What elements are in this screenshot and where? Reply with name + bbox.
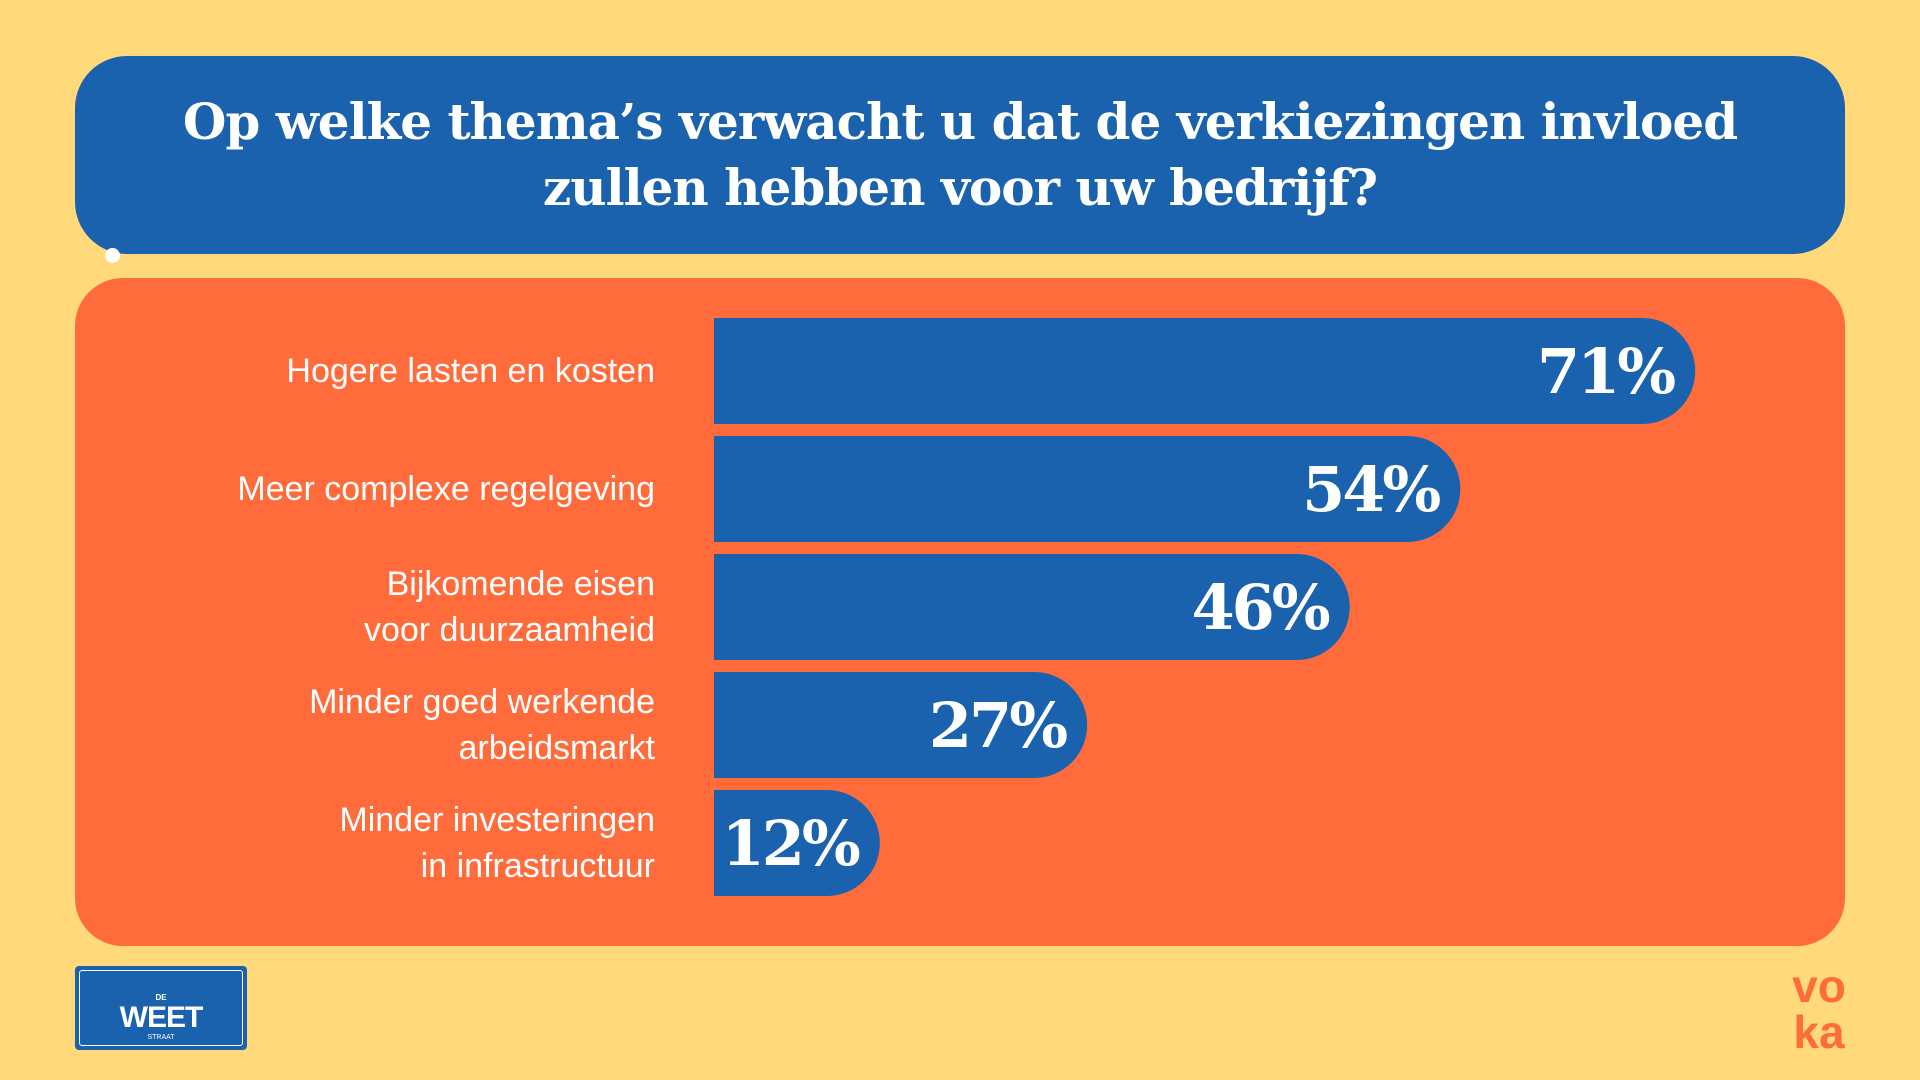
category-label-0: Hogere lasten en kosten	[286, 348, 655, 394]
bar-0	[714, 318, 1696, 424]
bar-value-label-4: 12%	[722, 807, 860, 880]
category-label-line: Hogere lasten en kosten	[286, 352, 655, 390]
chart-title-line-2: zullen hebben voor uw bedrijf?	[542, 158, 1378, 217]
voka-logo: vo ka	[1792, 962, 1846, 1052]
bar-value-label-1: 54%	[1302, 453, 1440, 526]
speech-bubble-dot	[105, 248, 120, 263]
bar-2	[714, 554, 1350, 660]
weet-logo-word: WEET	[119, 1001, 204, 1034]
category-label-2: Bijkomende eisen voor duurzaamheid	[364, 561, 655, 653]
category-label-line: Minder goed werkende	[309, 683, 655, 721]
bar-1	[714, 436, 1461, 542]
chart-title-line-1: Op welke thema’s verwacht u dat de verki…	[182, 92, 1738, 151]
voka-logo-line-1: vo	[1792, 962, 1846, 1012]
category-label-line: Minder investeringen	[339, 801, 655, 839]
de-weet-straat-logo: DE WEET STRAAT	[75, 966, 247, 1050]
category-label-line: in infrastructuur	[420, 847, 655, 885]
weet-logo-straat: STRAAT	[147, 1034, 175, 1041]
category-label-line: Meer complexe regelgeving	[237, 470, 655, 508]
chart-panel: Hogere lasten en kosten Meer complexe reg…	[75, 278, 1845, 946]
category-label-3: Minder goed werkende arbeidsmarkt	[309, 679, 655, 771]
bar-3	[714, 672, 1088, 778]
category-labels: Hogere lasten en kosten Meer complexe reg…	[75, 278, 655, 946]
title-box: Op welke thema’s verwacht u dat de verki…	[75, 56, 1845, 254]
bar-value-label-0: 71%	[1537, 335, 1675, 408]
category-label-4: Minder investeringen in infrastructuur	[339, 797, 655, 889]
weet-logo-de: DE	[155, 993, 167, 1002]
voka-logo-line-2: ka	[1793, 1006, 1845, 1052]
bar-value-label-2: 46%	[1192, 571, 1330, 644]
bar-chart: 71% 54% 46% 27% 12%	[714, 318, 1696, 896]
bar-value-label-3: 27%	[929, 689, 1067, 762]
bar-4	[714, 790, 880, 896]
category-label-line: arbeidsmarkt	[458, 729, 655, 767]
category-label-line: voor duurzaamheid	[363, 611, 655, 649]
category-label-line: Bijkomende eisen	[386, 565, 655, 603]
category-label-1: Meer complexe regelgeving	[237, 466, 655, 512]
